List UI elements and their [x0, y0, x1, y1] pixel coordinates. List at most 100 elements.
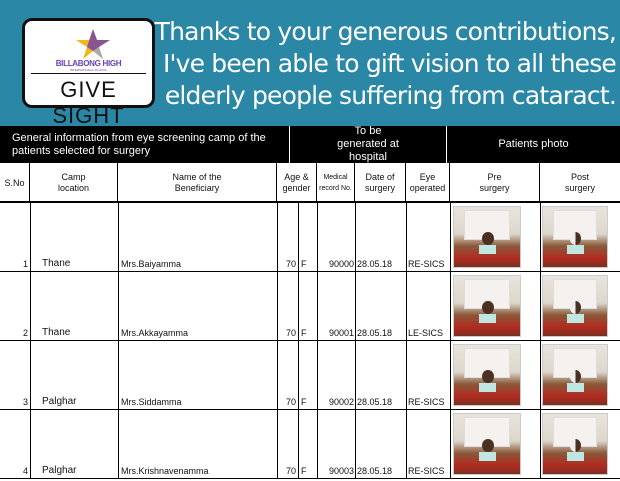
- pre-surgery-photo[interactable]: [453, 275, 521, 337]
- col-name: Name of the Beneficiary: [118, 163, 277, 203]
- cell-eye: RE-SICS: [408, 397, 445, 407]
- column-divider: [298, 203, 299, 271]
- column-divider: [30, 410, 31, 478]
- cell-sno: 3: [22, 397, 28, 407]
- column-divider: [298, 410, 299, 478]
- column-divider: [355, 410, 356, 478]
- cell-date: 28.05.18: [357, 397, 393, 407]
- column-header-row: S.No Camp location Name of the Beneficia…: [0, 163, 620, 203]
- column-divider: [30, 341, 31, 409]
- banner: BILLABONG HIGH INTERNATIONAL SCHOOL GIVE…: [0, 0, 620, 128]
- column-divider: [355, 341, 356, 409]
- cell-gender: F: [301, 397, 307, 407]
- column-divider: [450, 203, 451, 271]
- give-sight-logo: BILLABONG HIGH INTERNATIONAL SCHOOL GIVE…: [22, 18, 155, 128]
- cell-age: 70: [285, 397, 296, 407]
- column-divider: [118, 410, 119, 478]
- column-divider: [317, 272, 318, 340]
- group-header-row: General information from eye screening c…: [0, 125, 620, 163]
- column-divider: [118, 272, 119, 340]
- group-header-general: General information from eye screening c…: [0, 126, 290, 163]
- pre-surgery-photo[interactable]: [453, 413, 521, 475]
- column-divider: [317, 341, 318, 409]
- table-row: 2 Thane Mrs.Akkayamma 70 F 90001 28.05.18 LE-SI…: [0, 272, 620, 341]
- column-divider: [406, 410, 407, 478]
- column-divider: [406, 341, 407, 409]
- table-row: 1 Thane Mrs.Baiyamma 70 F 90000 28.05.18 RE-SIC…: [0, 203, 620, 272]
- cell-medical-record: 90003: [328, 466, 354, 476]
- col-date: Date of surgery: [355, 163, 406, 203]
- column-divider: [30, 203, 31, 271]
- column-divider: [30, 272, 31, 340]
- cell-age: 70: [285, 259, 296, 269]
- cell-eye: RE-SICS: [408, 466, 445, 476]
- column-divider: [298, 272, 299, 340]
- post-surgery-photo[interactable]: [542, 275, 608, 337]
- col-medical-record: Medical record No.: [317, 163, 355, 203]
- logo-title: GIVE SIGHT: [52, 77, 125, 128]
- cell-name: Mrs.Baiyamma: [121, 259, 182, 269]
- cell-name: Mrs.Krishnavenamma: [121, 466, 209, 476]
- tagline: Thanks to your generous contributions, I…: [154, 17, 617, 110]
- column-divider: [355, 272, 356, 340]
- cell-gender: F: [301, 328, 307, 338]
- group-header-photo: Patients photo: [498, 138, 569, 150]
- cell-date: 28.05.18: [357, 328, 393, 338]
- col-eye: Eye operated: [406, 163, 450, 203]
- col-pre-surgery: Pre surgery: [450, 163, 540, 203]
- column-divider: [277, 272, 278, 340]
- column-divider: [317, 203, 318, 271]
- column-divider: [406, 203, 407, 271]
- column-divider: [540, 341, 541, 409]
- star-logo-icon: [76, 29, 110, 59]
- cell-gender: F: [301, 259, 307, 269]
- cell-sno: 1: [22, 259, 28, 269]
- pre-surgery-photo[interactable]: [453, 206, 521, 268]
- column-divider: [298, 341, 299, 409]
- col-sno: S.No: [0, 163, 30, 203]
- pre-surgery-photo[interactable]: [453, 344, 521, 406]
- cell-medical-record: 90002: [328, 397, 354, 407]
- column-divider: [277, 410, 278, 478]
- column-divider: [277, 203, 278, 271]
- cell-medical-record: 90001: [328, 328, 354, 338]
- logo-school-subtitle: INTERNATIONAL SCHOOL: [69, 68, 108, 72]
- col-age-gender: Age & gender: [277, 163, 317, 203]
- column-divider: [450, 410, 451, 478]
- cell-medical-record: 90000: [328, 259, 354, 269]
- cell-age: 70: [285, 328, 296, 338]
- column-divider: [450, 272, 451, 340]
- col-post-surgery: Post surgery: [565, 172, 596, 193]
- cell-camp: Thane: [42, 327, 71, 338]
- cell-camp: Palghar: [42, 396, 77, 407]
- column-divider: [355, 203, 356, 271]
- table-row: 4 Palghar Mrs.Krishnavenamma 70 F 90003 28.05.…: [0, 410, 620, 479]
- cell-camp: Thane: [42, 258, 71, 269]
- column-divider: [540, 272, 541, 340]
- column-divider: [540, 410, 541, 478]
- cell-gender: F: [301, 466, 307, 476]
- post-surgery-photo[interactable]: [542, 206, 608, 268]
- column-divider: [118, 341, 119, 409]
- column-divider: [277, 341, 278, 409]
- column-divider: [450, 341, 451, 409]
- cell-eye: RE-SICS: [408, 259, 445, 269]
- column-divider: [317, 410, 318, 478]
- cell-sno: 4: [22, 466, 28, 476]
- logo-divider: [31, 73, 146, 74]
- cell-date: 28.05.18: [357, 259, 393, 269]
- column-divider: [118, 203, 119, 271]
- column-divider: [540, 203, 541, 271]
- cell-age: 70: [285, 466, 296, 476]
- column-divider: [406, 272, 407, 340]
- logo-school-name: BILLABONG HIGH: [55, 59, 122, 68]
- cell-camp: Palghar: [42, 465, 77, 476]
- table-row: 3 Palghar Mrs.Siddamma 70 F 90002 28.05.18 RE-S…: [0, 341, 620, 410]
- post-surgery-photo[interactable]: [542, 344, 608, 406]
- cell-eye: LE-SICS: [408, 328, 444, 338]
- cell-sno: 2: [22, 328, 28, 338]
- post-surgery-photo[interactable]: [542, 413, 608, 475]
- cell-name: Mrs.Siddamma: [121, 397, 182, 407]
- cell-date: 28.05.18: [357, 466, 393, 476]
- group-header-hospital: To be generated at hospital: [290, 125, 447, 163]
